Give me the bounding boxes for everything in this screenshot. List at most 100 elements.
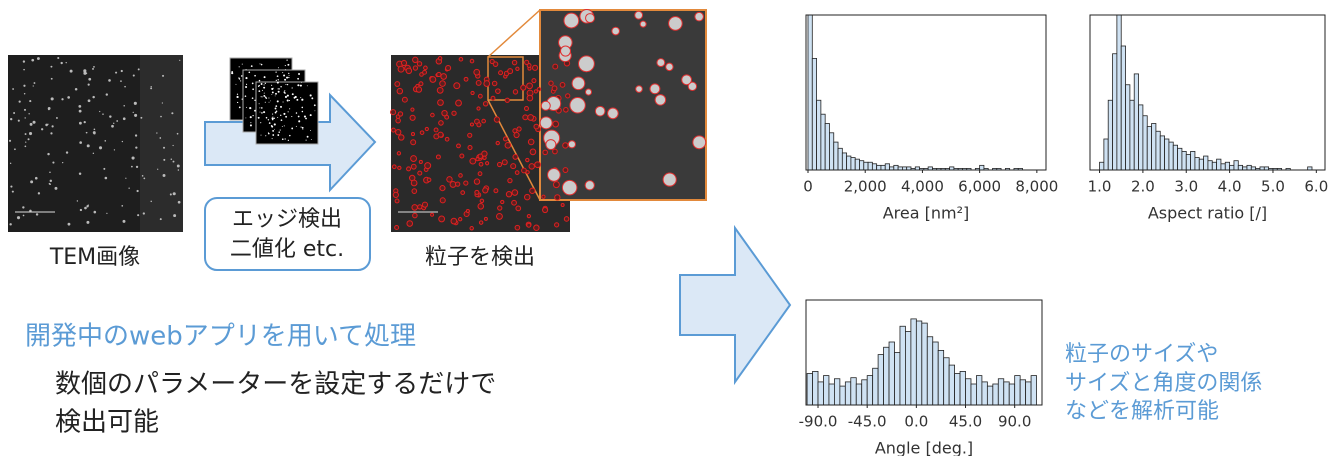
bar — [1246, 164, 1252, 171]
bar — [880, 164, 886, 171]
particle — [171, 112, 174, 115]
analysis-text: などを解析可能 — [1065, 399, 1219, 424]
particle — [482, 101, 489, 107]
particle — [469, 122, 474, 127]
particle — [113, 122, 115, 125]
particle — [172, 144, 174, 147]
x-tick-label: -90.0 — [799, 413, 838, 431]
particle — [244, 95, 247, 97]
particle — [394, 198, 400, 204]
x-axis-label: Angle [deg.] — [875, 439, 973, 456]
particle — [511, 189, 519, 196]
particle — [309, 114, 312, 117]
particle — [132, 74, 135, 77]
particle — [261, 107, 263, 109]
particle — [162, 173, 166, 177]
bar — [1008, 383, 1016, 406]
particle — [274, 111, 277, 114]
particle — [137, 68, 140, 71]
particle — [24, 133, 27, 136]
x-tick-label: 45.0 — [949, 413, 982, 431]
particle — [264, 101, 266, 103]
bar — [1003, 381, 1010, 406]
particle — [469, 58, 475, 64]
particle — [594, 105, 606, 117]
particle — [172, 160, 175, 163]
particle — [563, 107, 569, 113]
particle — [280, 86, 282, 88]
particle — [83, 71, 87, 75]
particle — [585, 13, 595, 24]
particle — [28, 131, 33, 136]
particle — [526, 222, 532, 228]
particle — [13, 112, 16, 114]
bar — [926, 336, 934, 406]
particle — [554, 194, 561, 201]
particle — [397, 65, 405, 73]
particle — [159, 137, 162, 139]
particle — [309, 94, 312, 97]
particle — [22, 60, 26, 63]
particle — [291, 127, 294, 130]
particle — [284, 78, 287, 81]
particle — [584, 180, 595, 191]
particle — [22, 206, 25, 209]
bar — [837, 147, 843, 171]
particle — [136, 189, 139, 193]
particle — [104, 140, 107, 142]
particle — [611, 26, 620, 36]
bar — [1151, 123, 1157, 171]
plot-frame — [805, 14, 1047, 171]
particle — [102, 113, 104, 115]
particle — [287, 139, 289, 141]
bar — [1164, 138, 1170, 171]
particle — [441, 109, 448, 117]
particle — [552, 63, 559, 70]
particle — [249, 106, 252, 110]
bar — [976, 375, 983, 406]
particle — [137, 214, 140, 217]
bar — [833, 141, 839, 171]
particle — [156, 132, 158, 134]
particle — [453, 82, 461, 90]
x-tick-label: 6,000 — [958, 178, 1001, 196]
particle — [288, 72, 290, 75]
particle — [283, 112, 286, 115]
particle — [525, 170, 530, 175]
particle — [289, 134, 291, 137]
particle — [273, 117, 275, 120]
bar — [807, 14, 813, 171]
particle — [284, 138, 286, 140]
particle — [436, 71, 442, 78]
bar — [854, 158, 860, 171]
particle — [143, 177, 146, 180]
particle — [473, 178, 481, 185]
bar — [844, 381, 852, 406]
particle — [656, 58, 666, 68]
particle — [121, 140, 124, 143]
particle — [92, 67, 94, 70]
particle — [410, 163, 417, 170]
particle — [687, 81, 698, 92]
particle — [463, 180, 469, 186]
particle — [552, 120, 560, 128]
particle — [24, 145, 27, 148]
particle — [310, 139, 312, 141]
note-text: 数個のパラメーターを設定するだけで — [55, 370, 496, 400]
particle — [495, 140, 500, 146]
particle — [177, 200, 181, 204]
particle — [390, 127, 396, 133]
particle — [460, 190, 466, 196]
particle — [418, 159, 423, 165]
bar — [850, 377, 857, 406]
particle — [36, 57, 40, 60]
bar — [1155, 130, 1161, 171]
particle — [268, 101, 270, 103]
particle — [289, 108, 291, 110]
particle — [49, 171, 51, 173]
particle — [265, 97, 268, 99]
particle — [412, 212, 418, 219]
particle — [534, 161, 541, 169]
particle — [560, 45, 572, 57]
